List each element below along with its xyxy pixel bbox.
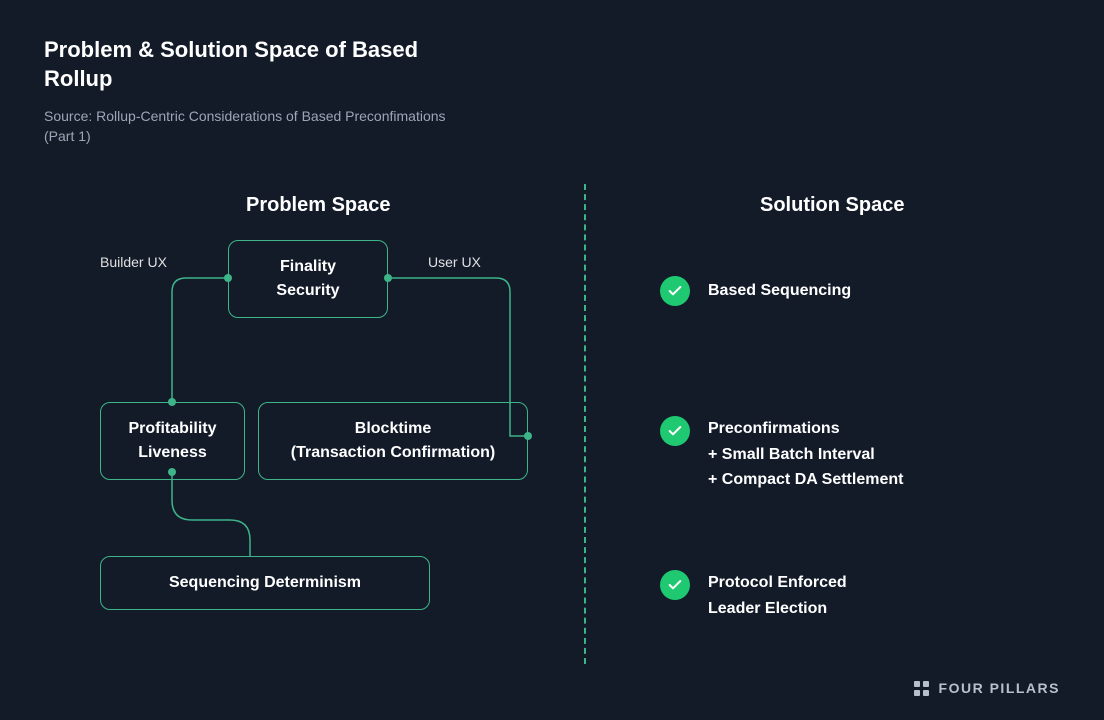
brand-text: FOUR PILLARS	[939, 680, 1060, 696]
header: Problem & Solution Space of Based Rollup…	[44, 36, 464, 146]
brand-dots-icon	[914, 681, 929, 696]
solution-text: Based Sequencing	[708, 278, 851, 304]
solution-line: + Compact DA Settlement	[708, 467, 903, 493]
solution-line: + Small Batch Interval	[708, 442, 903, 468]
node-profitability-liveness: Profitability Liveness	[100, 402, 245, 480]
solution-item-2: Preconfirmations + Small Batch Interval …	[660, 416, 903, 493]
node-text: Security	[249, 279, 367, 303]
solution-text: Protocol Enforced Leader Election	[708, 570, 847, 621]
check-icon	[660, 276, 690, 306]
node-text: (Transaction Confirmation)	[279, 441, 507, 465]
edge-label-builder-ux: Builder UX	[100, 254, 167, 270]
solution-line: Protocol Enforced	[708, 570, 847, 596]
problem-section-title: Problem Space	[246, 194, 391, 217]
solution-section-title: Solution Space	[760, 194, 904, 217]
solution-line: Leader Election	[708, 596, 847, 622]
node-text: Profitability	[121, 417, 224, 441]
check-icon	[660, 416, 690, 446]
edge-label-user-ux: User UX	[428, 254, 481, 270]
node-text: Finality	[249, 255, 367, 279]
solution-text: Preconfirmations + Small Batch Interval …	[708, 416, 903, 493]
node-blocktime: Blocktime (Transaction Confirmation)	[258, 402, 528, 480]
solution-item-3: Protocol Enforced Leader Election	[660, 570, 847, 621]
solution-item-1: Based Sequencing	[660, 276, 851, 306]
node-text: Liveness	[121, 441, 224, 465]
vertical-divider	[584, 184, 586, 664]
source-text: Source: Rollup-Centric Considerations of…	[44, 107, 464, 146]
page-title: Problem & Solution Space of Based Rollup	[44, 36, 444, 93]
check-icon	[660, 570, 690, 600]
node-sequencing-determinism: Sequencing Determinism	[100, 556, 430, 610]
node-text: Blocktime	[279, 417, 507, 441]
node-finality-security: Finality Security	[228, 240, 388, 318]
brand-logo: FOUR PILLARS	[914, 680, 1060, 696]
node-text: Sequencing Determinism	[121, 571, 409, 595]
solution-line: Preconfirmations	[708, 416, 903, 442]
